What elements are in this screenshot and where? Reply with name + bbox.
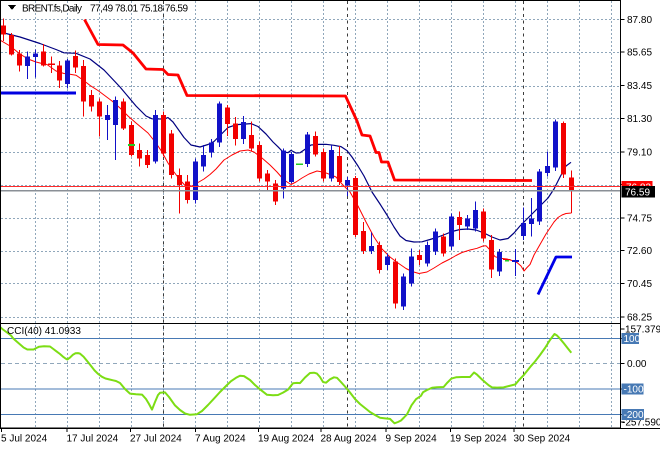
svg-text:76.59: 76.59 <box>625 188 650 199</box>
svg-text:83.45: 83.45 <box>627 81 652 92</box>
svg-text:72.60: 72.60 <box>627 246 652 257</box>
svg-text:5 Jul 2024: 5 Jul 2024 <box>1 434 48 445</box>
svg-text:85.65: 85.65 <box>627 48 652 59</box>
svg-text:19 Sep 2024: 19 Sep 2024 <box>450 434 507 445</box>
svg-text:19 Aug 2024: 19 Aug 2024 <box>258 434 315 445</box>
svg-text:70.45: 70.45 <box>627 279 652 290</box>
svg-text:30 Sep 2024: 30 Sep 2024 <box>514 434 571 445</box>
svg-text:27 Jul 2024: 27 Jul 2024 <box>130 434 182 445</box>
svg-text:CCI(40) 41.0933: CCI(40) 41.0933 <box>7 326 81 337</box>
svg-text:-200: -200 <box>624 410 644 421</box>
svg-text:77,49 78.01 75.18 76.59: 77,49 78.01 75.18 76.59 <box>90 4 188 15</box>
svg-text:BRENT.fs,Daily: BRENT.fs,Daily <box>22 4 82 15</box>
svg-text:87.80: 87.80 <box>627 15 652 26</box>
svg-text:68.25: 68.25 <box>627 312 652 323</box>
svg-text:17 Jul 2024: 17 Jul 2024 <box>67 434 119 445</box>
svg-text:28 Aug 2024: 28 Aug 2024 <box>321 434 378 445</box>
svg-text:7 Aug 2024: 7 Aug 2024 <box>195 434 246 445</box>
svg-text:-257.590: -257.590 <box>622 418 660 429</box>
svg-text:74.75: 74.75 <box>627 214 652 225</box>
svg-text:9 Sep 2024: 9 Sep 2024 <box>386 434 438 445</box>
svg-text:-100: -100 <box>624 385 644 396</box>
svg-text:79.10: 79.10 <box>627 147 652 158</box>
svg-text:157.3796: 157.3796 <box>625 325 660 336</box>
svg-text:0.00: 0.00 <box>627 359 647 370</box>
svg-text:81.30: 81.30 <box>627 114 652 125</box>
svg-text:100: 100 <box>624 334 641 345</box>
